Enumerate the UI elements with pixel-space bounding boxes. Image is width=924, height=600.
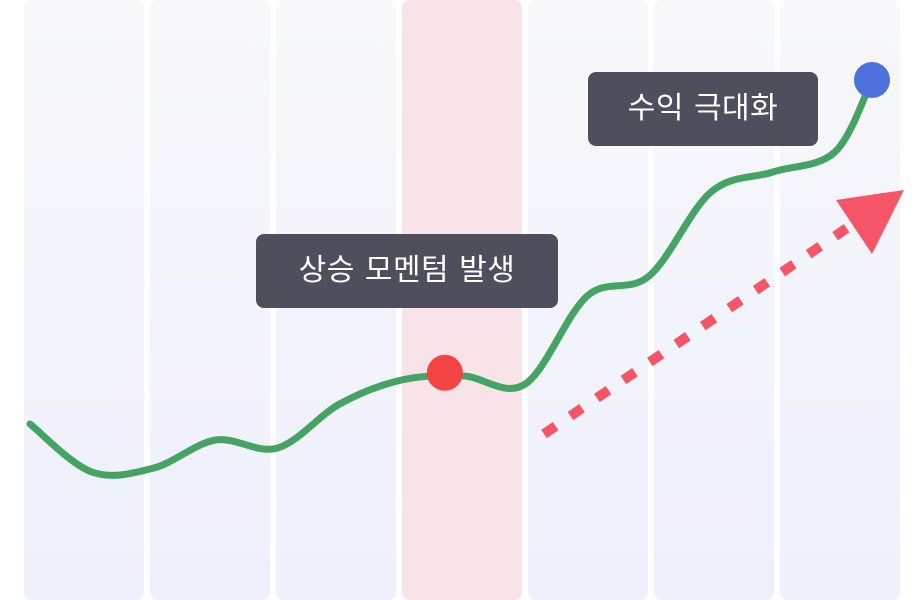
maximize-callout: 수익 극대화: [588, 72, 818, 146]
momentum-callout: 상승 모멘텀 발생: [256, 234, 558, 308]
column-band: [24, 0, 144, 600]
momentum-point: [427, 355, 463, 391]
peak-point: [854, 62, 890, 98]
column-band: [150, 0, 270, 600]
